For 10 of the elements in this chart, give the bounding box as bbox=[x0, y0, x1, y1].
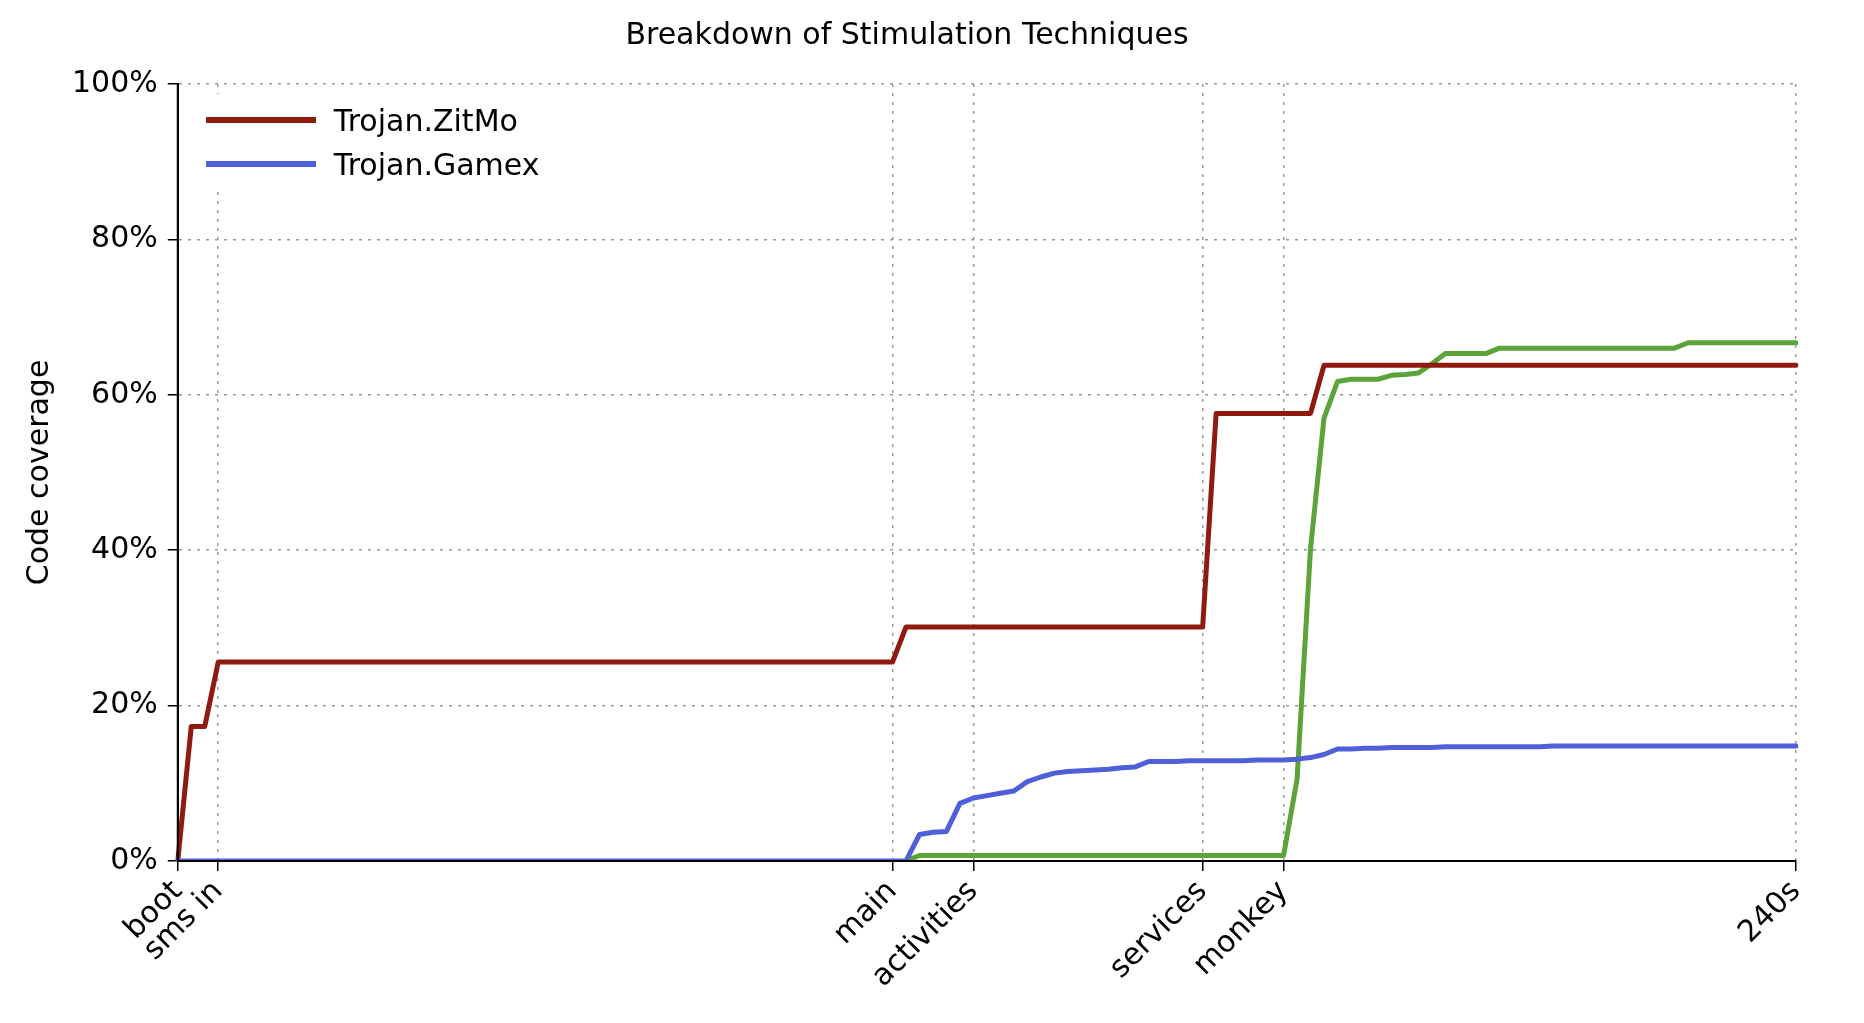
legend-label: Trojan.ZitMo bbox=[333, 102, 518, 138]
y-tick-label: 80% bbox=[91, 219, 158, 255]
chart-title: Breakdown of Stimulation Techniques bbox=[625, 15, 1189, 51]
y-tick-label: 20% bbox=[91, 685, 158, 721]
y-tick-label: 100% bbox=[71, 63, 158, 99]
legend-label: Trojan.Gamex bbox=[333, 146, 540, 182]
y-tick-label: 40% bbox=[91, 529, 158, 565]
y-axis-title: Code coverage bbox=[19, 359, 55, 586]
y-tick-label: 60% bbox=[91, 374, 158, 410]
y-tick-label: 0% bbox=[110, 840, 158, 876]
